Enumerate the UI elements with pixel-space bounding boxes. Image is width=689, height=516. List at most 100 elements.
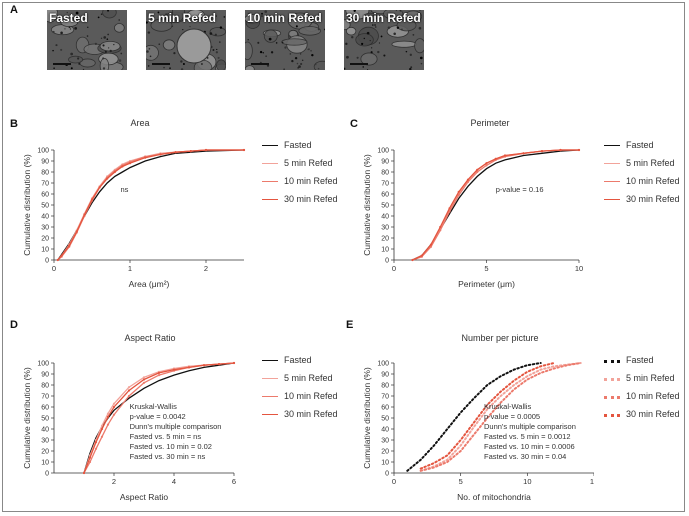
- legend-swatch: [262, 378, 278, 379]
- y-axis-label: Cumulative distribution (%): [22, 367, 32, 469]
- legend-swatch: [604, 396, 620, 399]
- data-point-10min-refed: [439, 229, 442, 232]
- granule-dot: [315, 63, 317, 66]
- mitochondrion-shape: [355, 33, 374, 47]
- data-point-30min-refed: [522, 152, 525, 155]
- granule-dot: [105, 50, 107, 53]
- data-point-30min-refed: [98, 186, 101, 189]
- y-axis-label: Cumulative distribution (%): [362, 154, 372, 256]
- data-point-30min-refed: [112, 405, 116, 409]
- granule-dot: [323, 28, 325, 31]
- micrograph-texture: [47, 10, 127, 70]
- granule-dot: [60, 31, 63, 35]
- granule-dot: [289, 53, 292, 55]
- data-point-5min-refed: [106, 412, 110, 415]
- y-tick-label: 30: [41, 225, 49, 232]
- annotation-line: Kruskal-Wallis: [130, 402, 177, 411]
- granule-dot: [375, 26, 377, 28]
- granule-dot: [165, 13, 168, 16]
- granule-dot: [346, 55, 349, 59]
- granule-dot: [412, 33, 415, 36]
- granule-dot: [257, 41, 260, 44]
- granule-dot: [78, 63, 81, 65]
- y-tick-label: 0: [45, 258, 49, 265]
- y-tick-label: 20: [381, 236, 389, 243]
- granule-dot: [401, 28, 403, 30]
- granule-dot: [215, 15, 217, 17]
- granule-dot: [259, 50, 263, 54]
- chart-aspect-ratio: 0 10 20 30 40 50 60 70 80 90 100 2 4 6 Aspect Ratio Cum…: [22, 361, 236, 503]
- data-point-10min-refed: [485, 164, 488, 167]
- x-axis-label: Area (μm²): [129, 279, 170, 289]
- y-tick-label: 90: [41, 159, 49, 166]
- annotation-line: Fasted vs. 30 min = 0.04: [484, 452, 566, 461]
- panel-letter-a: A: [10, 4, 18, 16]
- y-tick-label: 50: [41, 416, 49, 423]
- data-point-30min-refed: [494, 157, 497, 160]
- data-point-10min-refed: [476, 170, 479, 174]
- granule-dot: [291, 59, 294, 63]
- data-point-30min-refed: [189, 150, 192, 153]
- granule-dot: [409, 67, 412, 70]
- y-tick-label: 20: [41, 449, 49, 456]
- annotation-line: Kruskal-Wallis: [484, 402, 531, 411]
- mitochondrion-shape: [313, 60, 325, 70]
- annotation-line: p-value = 0.0005: [484, 412, 540, 421]
- granule-dot: [295, 25, 298, 28]
- mitochondrion-shape: [209, 27, 226, 37]
- data-point-10min-refed: [94, 447, 98, 450]
- granule-dot: [372, 24, 374, 26]
- granule-dot: [366, 31, 370, 35]
- data-point-10min-refed: [112, 413, 116, 416]
- granule-dot: [418, 26, 422, 30]
- data-point-30min-refed: [174, 151, 177, 154]
- granule-dot: [107, 33, 109, 36]
- granule-dot: [399, 10, 402, 12]
- granule-dot: [374, 24, 376, 26]
- y-tick-label: 40: [381, 214, 389, 221]
- y-tick-label: 80: [381, 170, 389, 177]
- y-tick-label: 70: [41, 181, 49, 188]
- granule-dot: [66, 11, 68, 14]
- chart-title: Aspect Ratio: [124, 333, 176, 343]
- x-tick-label: 15: [590, 477, 594, 486]
- data-point-30min-refed: [128, 162, 132, 165]
- granule-dot: [102, 57, 105, 60]
- granule-dot: [180, 68, 184, 70]
- legend-swatch: [262, 181, 278, 182]
- y-tick-label: 60: [381, 192, 389, 199]
- granule-dot: [299, 53, 302, 55]
- data-point-30min-refed: [242, 148, 246, 152]
- legend-label: Fasted: [284, 355, 312, 365]
- granule-dot: [265, 55, 267, 57]
- legend-swatch: [604, 378, 620, 381]
- data-point-30min-refed: [476, 168, 479, 171]
- granule-dot: [377, 50, 380, 54]
- y-tick-label: 10: [381, 460, 389, 467]
- data-point-30min-refed: [187, 366, 191, 369]
- annotation-line: Fasted vs. 5 min = 0.0012: [484, 432, 571, 441]
- granule-dot: [69, 28, 72, 30]
- data-point-30min-refed: [485, 162, 488, 165]
- series-line-30min-refed: [419, 362, 555, 470]
- granule-dot: [268, 37, 272, 41]
- granule-dot: [118, 19, 120, 21]
- granule-dot: [55, 44, 58, 47]
- mitochondrion-shape: [281, 38, 308, 46]
- granule-dot: [317, 28, 320, 31]
- chart-title: Perimeter: [470, 118, 510, 128]
- micrograph-5min: 5 min Refed: [146, 10, 226, 70]
- data-point-30min-refed: [159, 153, 162, 156]
- micrograph-label: 10 min Refed: [247, 11, 322, 25]
- panel-letter-e: E: [346, 319, 354, 331]
- mitochondrion-shape: [102, 10, 117, 19]
- x-tick-label: 1: [128, 264, 132, 273]
- annotation-line: Dunn's multiple comparison: [130, 422, 222, 431]
- granule-dot: [100, 37, 103, 39]
- legend-swatch: [262, 360, 278, 361]
- granule-dot: [262, 52, 264, 54]
- granule-dot: [212, 49, 215, 52]
- scale-bar: [350, 63, 368, 65]
- granule-dot: [86, 35, 89, 37]
- micrograph-label: 30 min Refed: [346, 11, 421, 25]
